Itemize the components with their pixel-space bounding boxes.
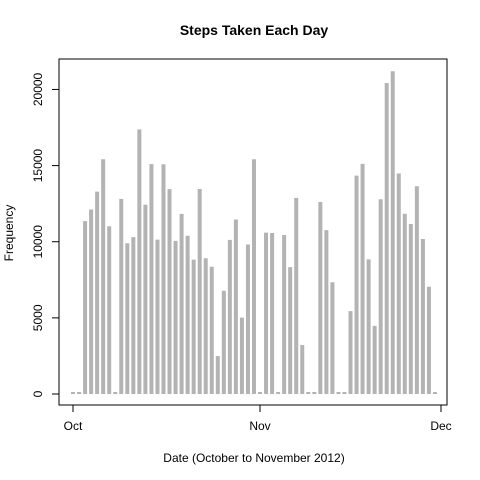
y-tick-label: 20000 <box>31 72 45 106</box>
x-tick-label: Dec <box>430 419 451 433</box>
x-axis-label: Date (October to November 2012) <box>163 451 344 465</box>
y-tick-label: 0 <box>31 390 45 397</box>
y-axis: 0 5000 10000 15000 20000 <box>31 72 59 397</box>
x-tick-label: Nov <box>249 419 270 433</box>
x-tick-label: Oct <box>64 419 83 433</box>
y-tick-label: 5000 <box>31 304 45 331</box>
x-axis: Oct Nov Dec <box>64 405 452 433</box>
y-tick-label: 15000 <box>31 149 45 183</box>
y-tick-label: 10000 <box>31 225 45 259</box>
y-axis-label: Frequency <box>2 205 16 262</box>
bars-group <box>73 71 435 394</box>
chart-title: Steps Taken Each Day <box>180 22 329 38</box>
